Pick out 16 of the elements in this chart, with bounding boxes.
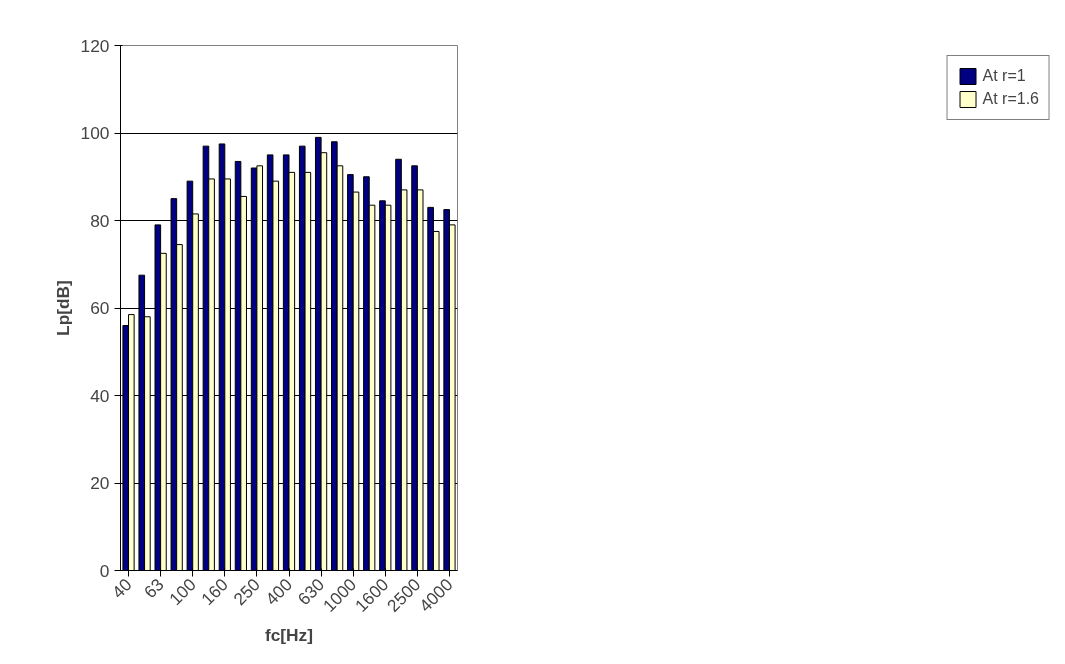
y-tick-label: 0 bbox=[99, 560, 110, 581]
x-axis-title: fc[Hz] bbox=[264, 625, 314, 646]
x-tick-label: 63 bbox=[139, 574, 168, 603]
y-tick-label: 120 bbox=[80, 35, 110, 56]
x-tick-label: 250 bbox=[229, 574, 264, 610]
y-tick-label: 100 bbox=[80, 123, 110, 143]
legend-label: At r=1 bbox=[982, 67, 1026, 85]
x-tick-label: 400 bbox=[261, 574, 297, 610]
x-tick-label: 160 bbox=[197, 574, 232, 610]
y-tick-label: 60 bbox=[90, 298, 110, 318]
legend-label: At r=1.6 bbox=[982, 90, 1039, 108]
y-axis-title: Lp[dB] bbox=[52, 280, 73, 336]
y-tick-label: 80 bbox=[90, 210, 110, 231]
x-tick-label: 100 bbox=[165, 574, 200, 610]
y-tick-label: 40 bbox=[90, 385, 110, 406]
y-tick-label: 20 bbox=[90, 473, 110, 493]
